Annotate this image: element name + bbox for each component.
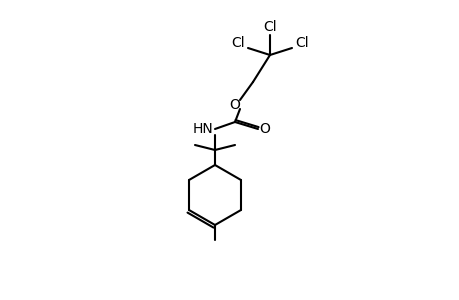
Text: HN: HN — [192, 122, 213, 136]
Text: O: O — [229, 98, 240, 112]
Text: Cl: Cl — [295, 36, 308, 50]
Text: Cl: Cl — [263, 20, 276, 34]
Text: O: O — [259, 122, 270, 136]
Text: Cl: Cl — [231, 36, 244, 50]
